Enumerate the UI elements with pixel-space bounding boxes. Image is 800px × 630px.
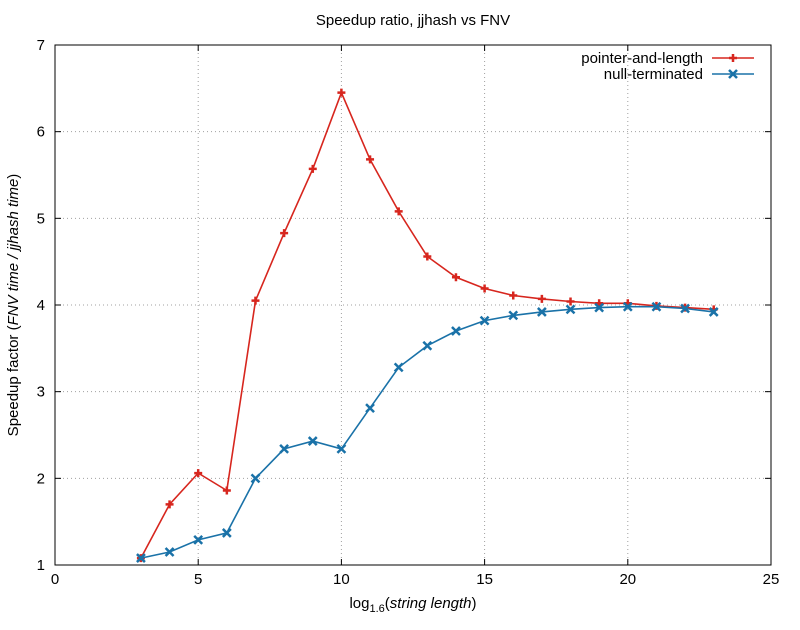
series-layer — [136, 88, 719, 563]
axes — [54, 44, 772, 566]
data-point — [250, 473, 261, 484]
data-point — [566, 297, 575, 306]
y-tick-label: 7 — [37, 37, 45, 54]
data-point — [193, 534, 204, 545]
series-pointer-and-length — [136, 88, 718, 563]
data-point — [479, 315, 490, 326]
data-point — [165, 500, 174, 509]
grid-lines — [55, 45, 771, 565]
data-point — [622, 301, 633, 312]
data-point — [536, 307, 547, 317]
data-point — [164, 547, 175, 557]
y-tick-label: 4 — [37, 297, 45, 314]
legend-label: pointer-and-length — [581, 50, 703, 67]
data-point — [537, 294, 546, 303]
x-tick-label: 20 — [619, 571, 636, 588]
x-tick-label: 15 — [476, 571, 493, 588]
data-point — [565, 304, 576, 315]
data-point — [394, 207, 403, 216]
data-point — [222, 486, 231, 495]
data-point — [280, 229, 289, 238]
legend-marker — [729, 54, 737, 62]
data-point — [221, 528, 232, 538]
x-tick-labels: 0 5 10 15 20 25 — [51, 571, 780, 588]
data-point — [422, 340, 433, 351]
x-tick-label: 5 — [194, 571, 202, 588]
data-point — [307, 436, 318, 446]
data-point — [136, 553, 146, 563]
x-tick-label: 0 — [51, 571, 59, 588]
data-point — [423, 252, 432, 261]
y-tick-label: 5 — [37, 210, 45, 227]
y-axis-label: Speedup factor (FNV time / jjhash time) — [5, 174, 22, 437]
data-point — [365, 403, 375, 414]
plot-frame — [54, 44, 772, 566]
data-point — [308, 164, 317, 173]
data-point — [451, 273, 460, 282]
data-point — [336, 443, 347, 454]
data-point — [509, 291, 518, 300]
data-point — [393, 362, 404, 373]
data-point — [594, 302, 605, 313]
data-point — [366, 155, 375, 164]
y-tick-label: 1 — [37, 557, 45, 574]
y-tick-label: 3 — [37, 384, 45, 401]
y-tick-labels: 1 2 3 4 5 6 7 — [37, 37, 45, 574]
x-tick-label: 10 — [333, 571, 350, 588]
series-null-terminated — [136, 301, 719, 563]
x-tick-label: 25 — [763, 571, 780, 588]
legend-label: null-terminated — [604, 66, 703, 83]
data-point — [708, 307, 719, 317]
data-point — [651, 301, 662, 312]
y-tick-label: 2 — [37, 470, 45, 487]
x-axis-label: log1.6(string length) — [349, 595, 476, 615]
y-tick-label: 6 — [37, 124, 45, 141]
data-point — [279, 443, 290, 454]
data-point — [508, 310, 519, 321]
data-point — [451, 326, 461, 336]
data-point — [251, 296, 260, 305]
data-point — [194, 469, 203, 478]
data-point — [337, 88, 346, 97]
data-point — [680, 303, 690, 314]
data-point — [480, 284, 489, 293]
chart-title: Speedup ratio, jjhash vs FNV — [316, 12, 510, 29]
legend-marker — [728, 69, 738, 79]
